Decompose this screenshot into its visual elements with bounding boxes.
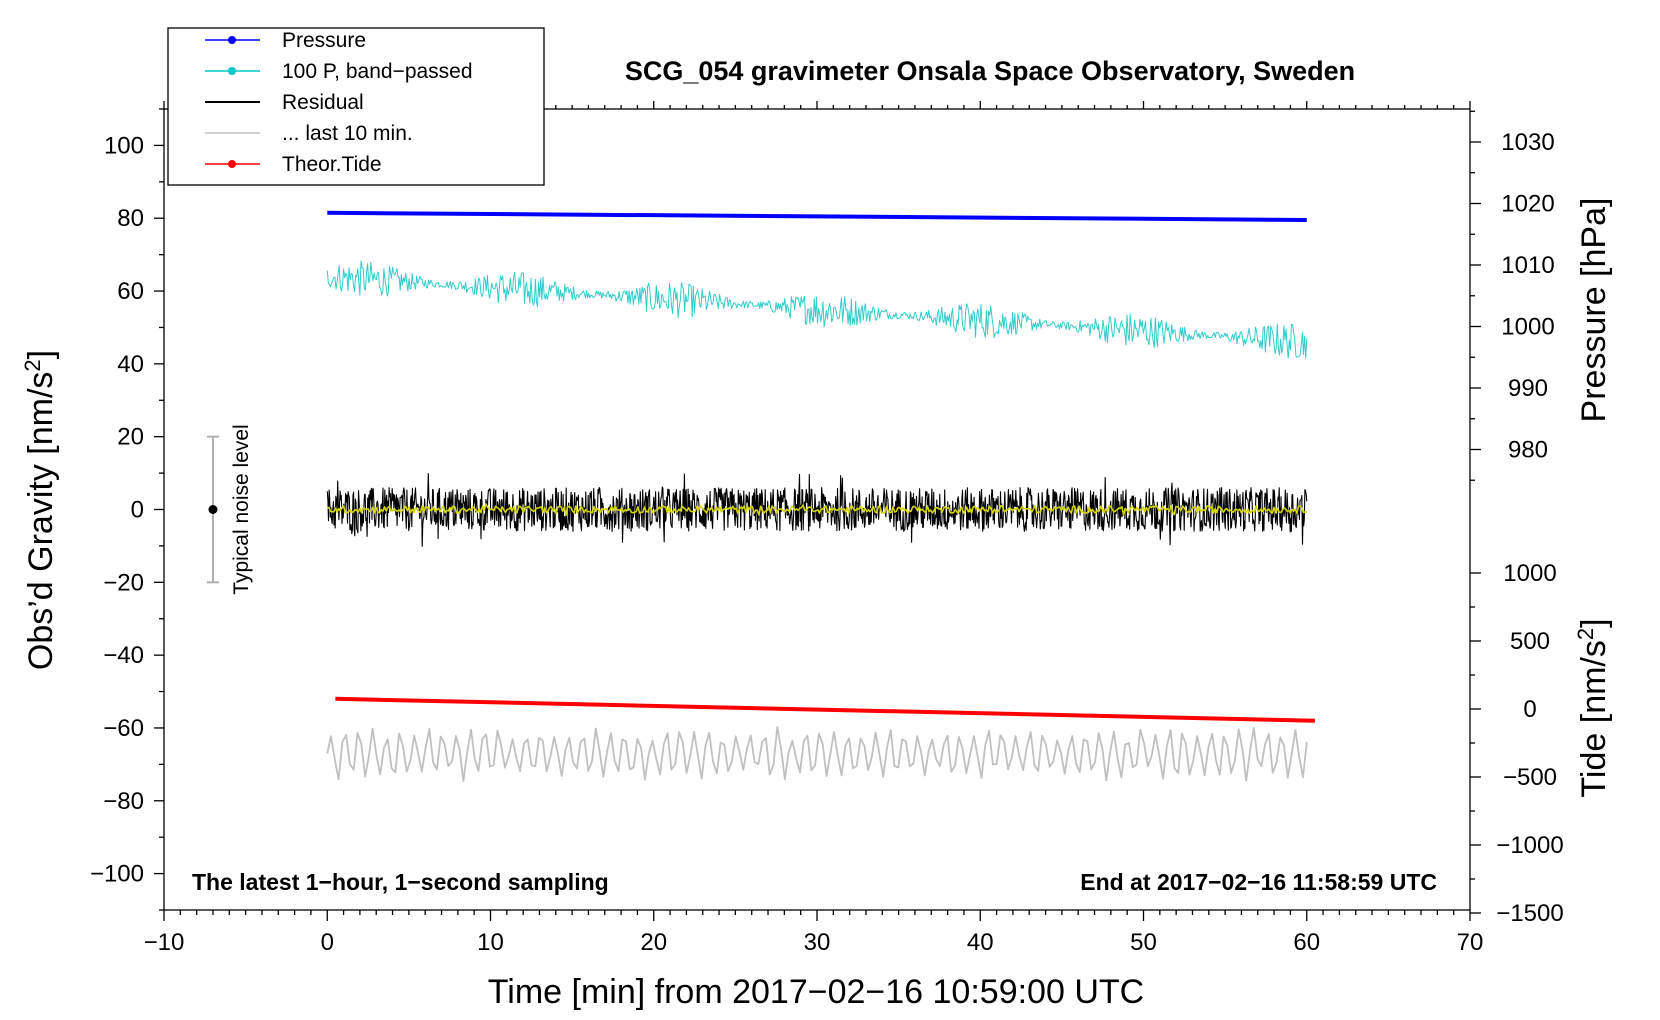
tide-tick-label: 0 [1523, 696, 1536, 723]
legend-marker [228, 36, 236, 44]
series-line [326, 726, 1308, 782]
tide-tick-label: −500 [1503, 764, 1557, 791]
y-tick-label: −40 [103, 642, 144, 669]
x-axis: −10 0 10 20 30 40 50 60 70 [144, 101, 1484, 956]
legend: Pressure 100 P, band−passed Residual ... la… [167, 27, 545, 186]
y-tide-axis-label: Tide [nm/s2] [1573, 618, 1613, 797]
x-tick-label: 60 [1293, 929, 1320, 956]
y-left-axis-label: Obs’d Gravity [nm/s2] [20, 350, 60, 670]
x-tick-label: −10 [144, 929, 185, 956]
y-pressure-axis: 1030 1020 1010 1000 990 980 [1470, 110, 1555, 481]
series-line [335, 696, 1315, 723]
x-tick-label: 10 [477, 929, 504, 956]
noise-bar-dot [208, 505, 218, 514]
pressure-tick-label: 1000 [1501, 314, 1554, 341]
tide-tick-label: 1000 [1503, 560, 1556, 587]
y-tick-label: 0 [131, 497, 144, 524]
legend-label: Pressure [282, 29, 366, 52]
tide-tick-label: −1500 [1496, 900, 1563, 927]
x-tick-label: 40 [967, 929, 994, 956]
y-tide-axis: 1000 500 0 −500 −1000 −1500 [1470, 560, 1564, 927]
plot-series [326, 210, 1315, 782]
tide-tick-label: 500 [1510, 628, 1550, 655]
legend-box [167, 27, 545, 186]
y-pressure-axis-label: Pressure [hPa] [1575, 198, 1613, 423]
y-tick-label: 40 [117, 351, 144, 378]
series-line [327, 503, 1308, 517]
annotation-right: End at 2017−02−16 11:58:59 UTC [1080, 869, 1437, 895]
x-tick-label: 20 [640, 929, 667, 956]
x-tick-label: 0 [321, 929, 334, 956]
pressure-tick-label: 1030 [1501, 129, 1554, 156]
legend-marker [228, 67, 236, 75]
legend-marker [228, 160, 236, 168]
noise-bar-label: Typical noise level [230, 424, 253, 594]
y-tick-label: 100 [104, 132, 144, 159]
y-tick-label: 20 [117, 424, 144, 451]
x-axis-label: Time [min] from 2017−02−16 10:59:00 UTC [488, 973, 1144, 1011]
pressure-tick-label: 980 [1508, 437, 1548, 464]
y-tick-label: −20 [103, 569, 144, 596]
pressure-tick-label: 990 [1508, 375, 1548, 402]
chart-title: SCG_054 gravimeter Onsala Space Observat… [625, 56, 1355, 86]
series-line [327, 210, 1307, 222]
y-tick-label: −60 [103, 715, 144, 742]
legend-label: Theor.Tide [282, 153, 382, 176]
legend-label: ... last 10 min. [282, 122, 413, 145]
series-line [326, 260, 1308, 359]
legend-label: Residual [282, 91, 364, 114]
y-tick-label: −80 [103, 788, 144, 815]
pressure-tick-label: 1020 [1501, 191, 1554, 218]
pressure-tick-label: 1010 [1501, 252, 1554, 279]
x-tick-label: 70 [1457, 929, 1484, 956]
y-tick-label: −100 [90, 861, 144, 888]
noise-bar: Typical noise level [206, 424, 253, 595]
legend-items: Pressure 100 P, band−passed Residual ... la… [205, 29, 473, 176]
x-tick-label: 50 [1130, 929, 1157, 956]
x-tick-label: 30 [804, 929, 831, 956]
y-tick-label: 80 [117, 205, 144, 232]
y-tick-label: 60 [117, 278, 144, 305]
tide-tick-label: −1000 [1496, 832, 1563, 859]
series-line [326, 472, 1308, 547]
annotation-left: The latest 1−hour, 1−second sampling [192, 869, 609, 895]
y-left-axis: 100 80 60 40 20 0 −20 −40 −60 −80 −100 [90, 108, 164, 911]
legend-label: 100 P, band−passed [282, 60, 473, 83]
